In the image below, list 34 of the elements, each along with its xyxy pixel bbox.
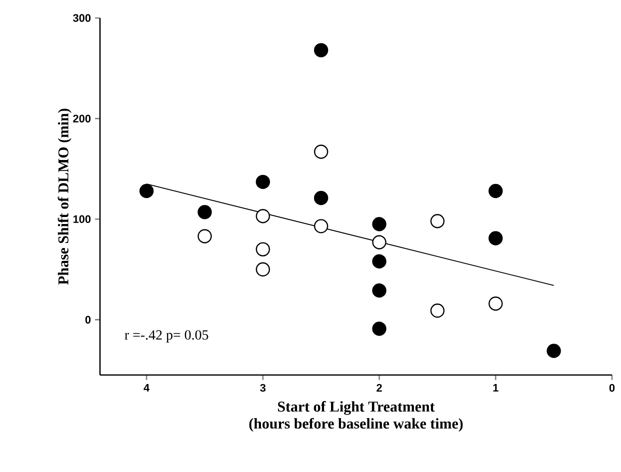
point bbox=[372, 283, 386, 298]
point bbox=[314, 219, 328, 234]
y-tick-label: 0 bbox=[85, 316, 91, 324]
x-tick-label: 4 bbox=[144, 384, 150, 392]
point bbox=[256, 209, 270, 224]
x-axis-title: Start of Light Treatment (hours before baseline wake time) bbox=[249, 401, 463, 432]
point bbox=[198, 204, 212, 220]
point bbox=[430, 304, 445, 318]
point bbox=[372, 254, 386, 268]
point bbox=[314, 190, 328, 206]
point bbox=[488, 296, 503, 311]
y-tick-label: 100 bbox=[73, 215, 91, 224]
x-tick-label: 1 bbox=[493, 384, 498, 392]
point bbox=[372, 322, 386, 336]
point bbox=[256, 242, 270, 256]
point bbox=[314, 144, 328, 159]
point bbox=[314, 43, 328, 58]
point bbox=[488, 231, 503, 246]
point bbox=[430, 214, 445, 228]
x-tick-label: 2 bbox=[376, 384, 382, 392]
point bbox=[256, 174, 270, 190]
point bbox=[372, 235, 386, 250]
point bbox=[139, 184, 154, 198]
y-tick-label: 300 bbox=[72, 14, 91, 22]
y-tick-label: 200 bbox=[73, 114, 91, 122]
annotation: r =-.42 p= 0.05 bbox=[124, 330, 208, 342]
x-tick-label: 3 bbox=[260, 384, 266, 392]
point bbox=[372, 217, 386, 232]
point bbox=[488, 184, 503, 198]
point bbox=[198, 229, 212, 244]
point bbox=[256, 262, 270, 277]
x-tick-label: 0 bbox=[609, 384, 615, 392]
y-axis-title: Phase Shift of DLMO (min) bbox=[58, 108, 72, 285]
point bbox=[546, 344, 561, 358]
